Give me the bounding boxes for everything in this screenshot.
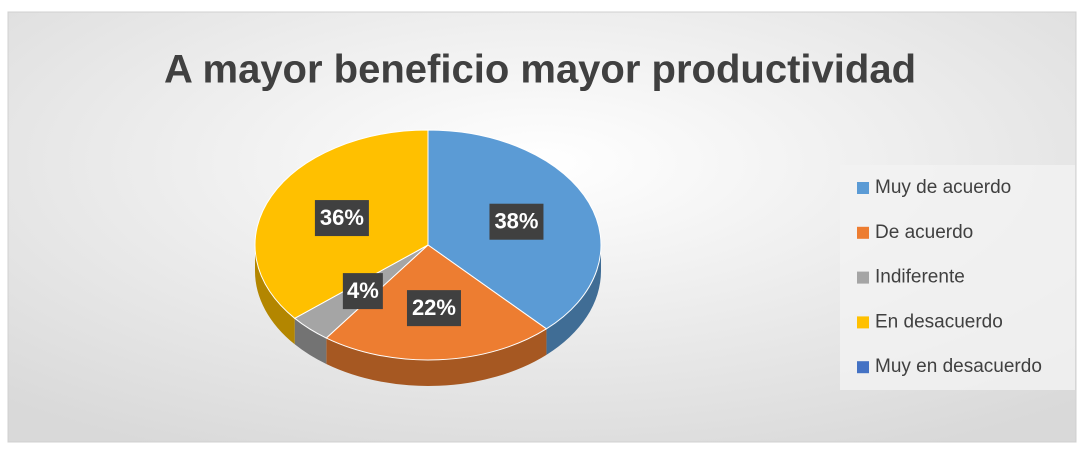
data-label: 38% [494,209,538,234]
pie-side [546,245,601,355]
data-label-box [342,273,383,310]
data-label-box [314,200,369,237]
legend-label: Muy en desacuerdo [875,356,1042,377]
pie-side [326,328,547,386]
pie-side [255,245,295,345]
data-label: 36% [320,205,364,230]
data-label: 22% [412,295,456,320]
legend-label: De acuerdo [875,222,973,243]
legend-box [840,165,1075,390]
legend-swatch [857,226,869,239]
legend-swatch [857,271,869,284]
legend-swatch [857,361,869,374]
data-label: 4% [347,278,379,303]
chart-title: A mayor beneficio mayor productividad [164,48,916,92]
data-label-box [406,290,461,327]
legend-label: Indiferente [875,267,965,288]
data-label-box [489,203,544,240]
pie-side [294,318,327,365]
legend-swatch [857,316,869,329]
legend-label: En desacuerdo [875,311,1003,332]
legend-swatch [857,182,869,194]
legend-label: Muy de acuerdo [875,177,1011,198]
